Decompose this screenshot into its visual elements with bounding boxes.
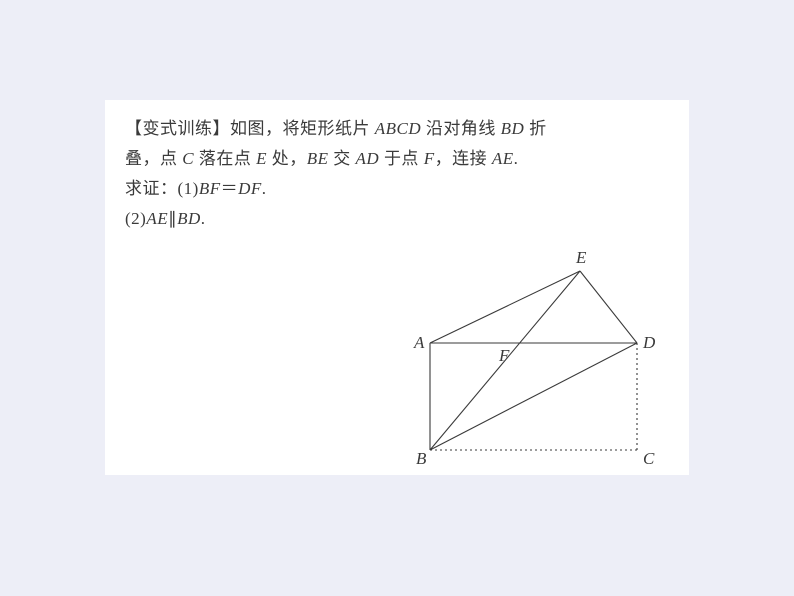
- vertex-label-b: B: [416, 449, 427, 468]
- label-bd2: BD: [177, 209, 201, 228]
- geometry-figure: A B C D E F: [394, 250, 674, 470]
- problem-line-4: (2)AE∥BD.: [125, 204, 669, 234]
- period: .: [201, 209, 206, 228]
- text-fragment: 处，: [267, 149, 307, 168]
- label-df: DF: [238, 179, 262, 198]
- problem-text: 【变式训练】如图，将矩形纸片 ABCD 沿对角线 BD 折 叠，点 C 落在点 …: [105, 100, 689, 234]
- label-f: F: [424, 149, 435, 168]
- label-abcd: ABCD: [375, 119, 421, 138]
- equals-sign: ＝: [221, 179, 239, 198]
- label-c: C: [182, 149, 194, 168]
- label-ae2: AE: [146, 209, 168, 228]
- label-ae: AE: [492, 149, 514, 168]
- prove-label: 求证：: [125, 179, 178, 198]
- label-ad: AD: [356, 149, 380, 168]
- text-fragment: 折: [524, 119, 546, 138]
- vertex-label-f: F: [498, 346, 510, 365]
- vertex-label-a: A: [413, 333, 425, 352]
- problem-line-1: 【变式训练】如图，将矩形纸片 ABCD 沿对角线 BD 折: [125, 114, 669, 144]
- label-bd: BD: [501, 119, 525, 138]
- vertex-label-d: D: [642, 333, 656, 352]
- problem-card: 【变式训练】如图，将矩形纸片 ABCD 沿对角线 BD 折 叠，点 C 落在点 …: [105, 100, 689, 475]
- text-fragment: 落在点: [194, 149, 256, 168]
- text-fragment: 于点: [379, 149, 424, 168]
- heading-label: 【变式训练】: [125, 119, 230, 138]
- label-e: E: [256, 149, 267, 168]
- problem-line-2: 叠，点 C 落在点 E 处，BE 交 AD 于点 F，连接 AE.: [125, 144, 669, 174]
- text-fragment: 叠，点: [125, 149, 182, 168]
- period: .: [262, 179, 267, 198]
- text-fragment: 交: [329, 149, 356, 168]
- label-bf: BF: [199, 179, 221, 198]
- problem-line-3: 求证：(1)BF＝DF.: [125, 174, 669, 204]
- part2-label: (2): [125, 209, 146, 228]
- text-fragment: ，连接: [435, 149, 492, 168]
- vertex-label-e: E: [575, 250, 587, 267]
- text-fragment: 如图，将矩形纸片: [230, 119, 375, 138]
- vertex-label-c: C: [643, 449, 655, 468]
- parallel-sign: ∥: [168, 209, 177, 228]
- text-fragment: .: [514, 149, 519, 168]
- text-fragment: 沿对角线: [421, 119, 501, 138]
- part1-label: (1): [178, 179, 199, 198]
- label-be: BE: [307, 149, 329, 168]
